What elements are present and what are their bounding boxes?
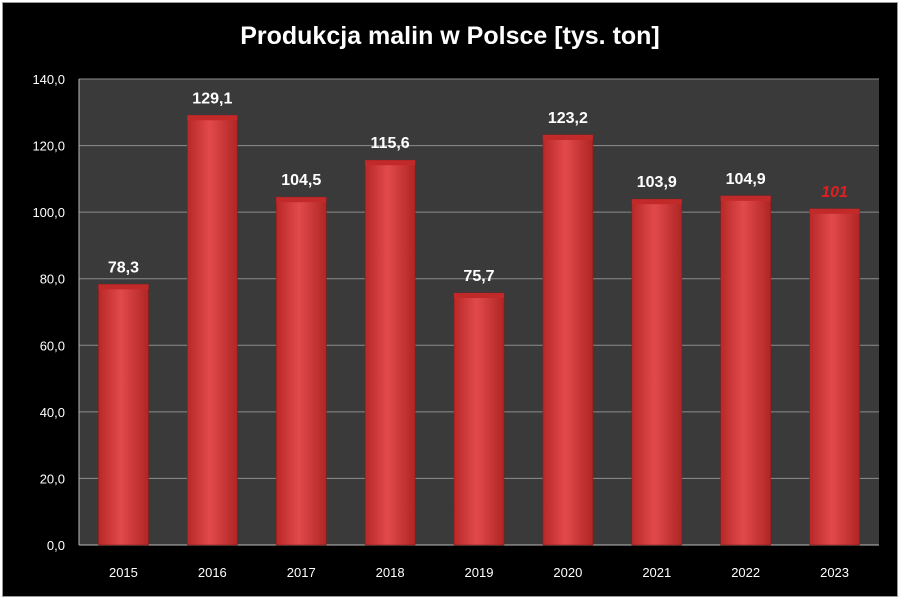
x-tick-label: 2018 — [376, 565, 405, 580]
x-tick-label: 2016 — [198, 565, 227, 580]
bar — [809, 208, 860, 546]
chart-title: Produkcja malin w Polsce [tys. ton] — [240, 22, 660, 50]
data-label: 104,5 — [281, 172, 321, 189]
data-label: 75,7 — [463, 268, 494, 285]
bar-top — [454, 293, 504, 299]
data-label: 101 — [821, 184, 848, 201]
y-tick-label: 40,0 — [40, 405, 65, 420]
x-tick-label: 2020 — [553, 565, 582, 580]
bar — [98, 284, 149, 546]
data-label: 123,2 — [548, 110, 588, 127]
y-tick-label: 140,0 — [32, 72, 65, 87]
bar — [453, 292, 505, 546]
bar-top — [276, 197, 327, 203]
y-tick-label: 60,0 — [40, 338, 65, 353]
bar — [631, 198, 683, 546]
x-tick-label: 2022 — [731, 565, 760, 580]
x-tick-label: 2017 — [287, 565, 316, 580]
y-tick-label: 0,0 — [47, 538, 65, 553]
data-label: 115,6 — [371, 135, 410, 152]
y-tick-label: 80,0 — [40, 272, 65, 287]
x-tick-label: 2015 — [109, 565, 138, 580]
bar-top — [187, 115, 238, 121]
bar-top — [809, 208, 860, 214]
bar-top — [365, 160, 416, 166]
data-label: 129,1 — [192, 90, 232, 107]
bar-top — [720, 195, 771, 201]
bar-top — [98, 284, 149, 290]
bar-top — [631, 199, 682, 205]
bar — [364, 159, 416, 546]
y-tick-label: 100,0 — [32, 205, 65, 220]
data-label: 104,9 — [726, 171, 766, 188]
data-label: 78,3 — [108, 259, 139, 276]
data-label: 103,9 — [637, 174, 677, 191]
bar — [275, 196, 327, 546]
x-tick-label: 2019 — [465, 565, 494, 580]
bar — [542, 134, 594, 546]
bar — [720, 195, 771, 546]
bar — [187, 114, 238, 546]
x-tick-label: 2021 — [642, 565, 671, 580]
x-tick-label: 2023 — [820, 565, 849, 580]
y-tick-label: 20,0 — [40, 471, 65, 486]
bar-top — [542, 134, 593, 140]
y-tick-label: 120,0 — [32, 139, 65, 154]
